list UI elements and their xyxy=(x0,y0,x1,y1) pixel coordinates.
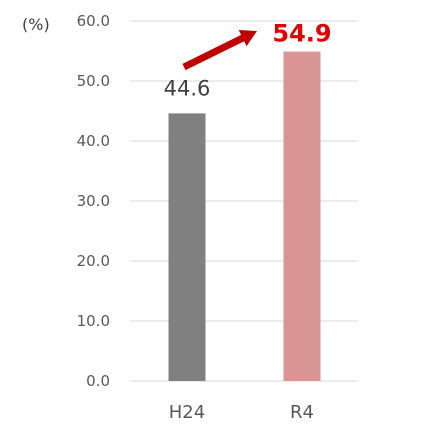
x-category-label: R4 xyxy=(290,402,314,422)
bars xyxy=(168,51,321,382)
trend-arrow-icon xyxy=(182,30,257,71)
data-label-H24: 44.6 xyxy=(164,76,211,100)
y-tick-label: 10.0 xyxy=(77,312,110,330)
labels: 0.0 10.0 20.0 30.0 40.0 50.0 60.0 (%) H24 44.6 R4 5… xyxy=(22,12,332,423)
trend-arrow xyxy=(182,30,257,71)
bar-R4 xyxy=(283,51,321,381)
y-tick-label: 0.0 xyxy=(86,372,110,390)
x-category-label: H24 xyxy=(169,402,205,422)
gridlines xyxy=(130,20,358,382)
bar-H24 xyxy=(168,113,206,382)
data-label-R4: 54.9 xyxy=(272,20,331,48)
y-tick-label: 50.0 xyxy=(77,72,110,90)
y-tick-label: 60.0 xyxy=(77,12,110,30)
y-unit-label: (%) xyxy=(22,15,50,34)
y-tick-label: 30.0 xyxy=(77,192,110,210)
y-tick-label: 40.0 xyxy=(77,132,110,150)
y-tick-label: 20.0 xyxy=(77,252,110,270)
